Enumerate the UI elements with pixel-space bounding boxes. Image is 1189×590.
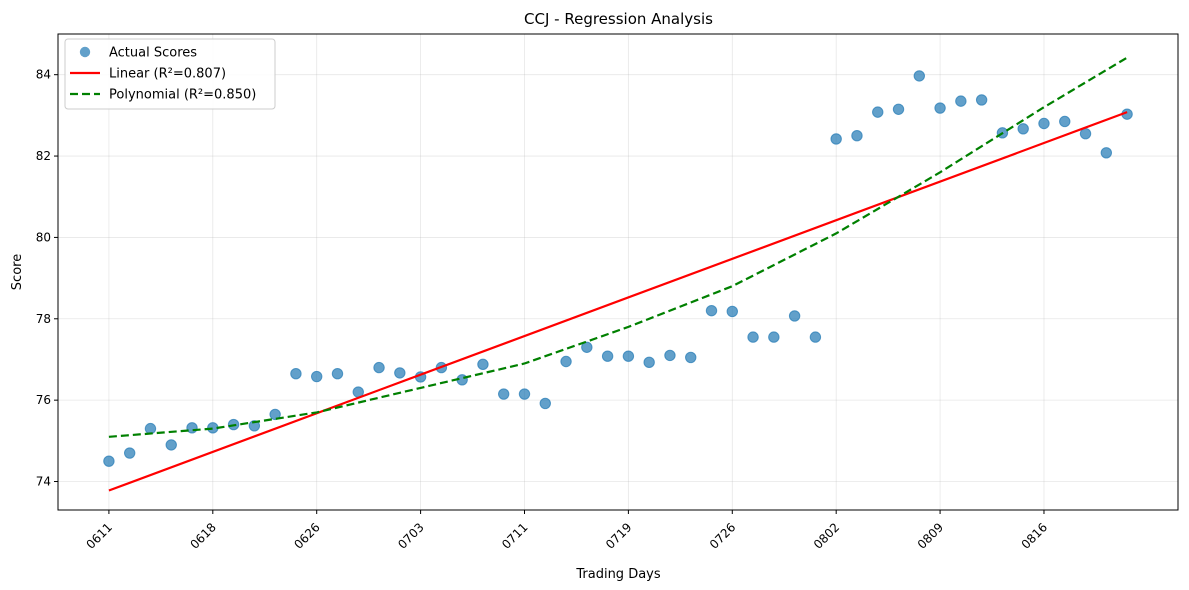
y-tick-label: 78 bbox=[36, 312, 51, 326]
scatter-point bbox=[123, 447, 136, 459]
scatter-point bbox=[768, 331, 780, 343]
scatter-point bbox=[394, 367, 406, 379]
series-layer bbox=[103, 56, 1133, 492]
scatter-point bbox=[934, 102, 946, 114]
legend-label: Linear (R²=0.807) bbox=[109, 67, 226, 82]
legend-label: Actual Scores bbox=[109, 46, 197, 61]
scatter-point bbox=[269, 408, 281, 421]
scatter-point bbox=[560, 355, 572, 368]
scatter-point bbox=[1059, 115, 1071, 128]
scatter-point bbox=[1038, 117, 1050, 130]
polynomial-fit-line bbox=[108, 56, 1128, 438]
legend: Actual Scores Linear (R²=0.807) Polynomial… bbox=[64, 38, 276, 110]
scatter-point bbox=[705, 304, 718, 317]
scatter-point bbox=[975, 94, 988, 106]
legend-label: Polynomial (R²=0.850) bbox=[109, 88, 256, 103]
scatter-point bbox=[290, 368, 302, 380]
scatter-point bbox=[955, 95, 967, 107]
y-tick-label: 80 bbox=[36, 230, 51, 244]
legend-marker-scatter bbox=[79, 46, 91, 58]
scatter-point bbox=[477, 358, 489, 371]
chart-title: CCJ - Regression Analysis bbox=[524, 10, 713, 28]
scatter-point bbox=[373, 361, 385, 374]
scatter-point bbox=[664, 349, 676, 362]
x-axis-title: Trading Days bbox=[575, 567, 660, 582]
scatter-point bbox=[851, 130, 863, 142]
scatter-point bbox=[165, 439, 177, 451]
legend-box bbox=[64, 38, 276, 110]
scatter-point bbox=[809, 331, 822, 343]
scatter-point bbox=[498, 388, 510, 400]
scatter-point bbox=[830, 133, 842, 145]
scatter-point bbox=[1100, 147, 1113, 159]
scatter-point bbox=[892, 103, 905, 115]
scatter-point bbox=[103, 455, 115, 467]
scatter-point bbox=[331, 368, 344, 380]
scatter-point bbox=[788, 310, 801, 322]
scatter-point bbox=[1017, 123, 1029, 135]
scatter-point bbox=[144, 422, 157, 435]
scatter-point bbox=[622, 350, 635, 362]
y-tick-label: 84 bbox=[36, 68, 51, 82]
y-axis-title: Score bbox=[10, 254, 25, 290]
linear-fit-line bbox=[108, 111, 1128, 492]
y-tick-label: 76 bbox=[36, 393, 51, 407]
plot-frame bbox=[57, 33, 1179, 511]
scatter-point bbox=[581, 341, 593, 353]
scatter-point bbox=[539, 397, 551, 410]
scatter-point bbox=[726, 305, 738, 318]
scatter-point bbox=[747, 331, 759, 343]
scatter-point bbox=[601, 350, 614, 362]
grid-layer bbox=[58, 34, 1178, 510]
scatter-point bbox=[248, 420, 261, 432]
scatter-point bbox=[913, 70, 925, 82]
scatter-point bbox=[518, 388, 531, 400]
scatter-point bbox=[872, 106, 884, 118]
scatter-point bbox=[643, 356, 655, 369]
scatter-point bbox=[685, 351, 697, 364]
y-tick-label: 74 bbox=[36, 475, 51, 489]
y-tick-label: 82 bbox=[36, 149, 51, 163]
scatter-point bbox=[311, 370, 323, 383]
